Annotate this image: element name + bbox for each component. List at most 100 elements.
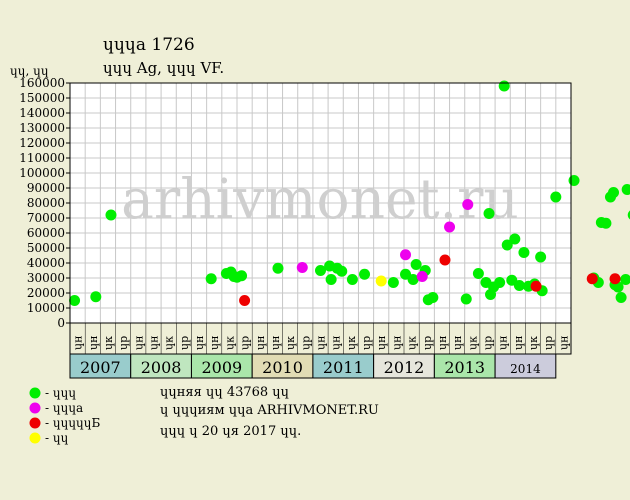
data-point xyxy=(69,295,81,306)
x-tick-label: ɥн xyxy=(87,336,100,350)
year-label: 2012 xyxy=(384,358,425,377)
y-tick-label: 70000 xyxy=(27,211,65,225)
x-tick-label: ɥн xyxy=(375,336,388,350)
data-point xyxy=(472,268,484,279)
x-tick-label: ɥн xyxy=(269,336,282,350)
data-point xyxy=(359,268,371,280)
year-label: 2014 xyxy=(510,362,541,376)
x-tick-label: ɥк xyxy=(284,336,297,350)
y-tick-label: 40000 xyxy=(27,256,65,270)
legend-marker xyxy=(29,417,41,429)
year-label: 2010 xyxy=(262,358,303,377)
x-tick-label: ɥн xyxy=(208,336,221,350)
info-line-1: ɥɥняя ɥɥ 43768 ɥɥ xyxy=(160,385,289,400)
year-label: 2013 xyxy=(444,358,485,377)
data-points xyxy=(69,80,630,306)
data-point xyxy=(444,221,456,233)
y-tick-label: 60000 xyxy=(27,226,65,240)
year-label: 2011 xyxy=(323,358,364,377)
data-point xyxy=(460,293,472,305)
legend-marker xyxy=(29,402,41,414)
data-point xyxy=(609,273,621,285)
data-point xyxy=(498,80,510,92)
year-cell xyxy=(312,353,375,379)
data-point xyxy=(568,175,580,186)
data-point xyxy=(627,210,630,220)
x-tick-label: ɥк xyxy=(345,336,358,350)
year-label: 2009 xyxy=(201,358,242,377)
y-tick-label: 80000 xyxy=(27,196,65,210)
data-point xyxy=(315,265,326,276)
x-tick-label: ɥр xyxy=(299,336,312,350)
data-point xyxy=(400,249,412,261)
legend-label: - ɥɥɥ xyxy=(45,386,76,400)
data-point xyxy=(407,274,419,285)
data-point xyxy=(608,187,620,198)
year-cell xyxy=(433,353,496,379)
data-point xyxy=(612,281,624,293)
legend-label: - ɥɥɥɥɥБ xyxy=(45,416,101,430)
x-tick-label: ɥр xyxy=(360,336,373,350)
data-point xyxy=(239,295,251,306)
y-tick-label: 50000 xyxy=(27,241,65,255)
plot-frame xyxy=(69,82,572,324)
y-tick-label: 130000 xyxy=(19,121,65,135)
x-tick-label: ɥр xyxy=(542,336,555,350)
legend-marker xyxy=(29,387,41,399)
data-point xyxy=(410,259,422,270)
y-tick-label: 160000 xyxy=(19,76,65,90)
year-cell xyxy=(494,353,557,379)
year-label: 2008 xyxy=(141,358,182,377)
year-band: 2007 2008 2009 2010 2011 2012 2013 2014 xyxy=(69,353,557,379)
x-axis: ɥн ɥн ɥк ɥр ɥн ɥн ɥк ɥр ɥн ɥн ɥк ɥр ɥн ɥн ɥк ɥр ɥн ɥн ɥк ɥр… xyxy=(69,322,572,355)
y-tick-label: 110000 xyxy=(19,151,65,165)
x-tick-label: ɥр xyxy=(239,336,252,350)
x-tick-label: ɥн xyxy=(330,336,343,350)
x-tick-label: ɥк xyxy=(466,336,479,350)
data-point xyxy=(296,262,308,273)
data-point xyxy=(90,291,102,303)
y-tick-label: 140000 xyxy=(19,106,65,120)
x-tick-label: ɥн xyxy=(72,336,85,350)
data-point xyxy=(535,251,547,263)
data-point xyxy=(513,280,525,291)
data-point xyxy=(501,239,513,251)
data-point xyxy=(620,274,630,285)
x-tick-label: ɥк xyxy=(223,336,236,350)
x-tick-label: ɥн xyxy=(451,336,464,350)
watermark: arhivmonet.ru xyxy=(121,167,519,231)
x-tick-label: ɥр xyxy=(117,336,130,350)
data-point xyxy=(272,262,284,274)
year-cell xyxy=(69,353,132,379)
x-tick-label: ɥк xyxy=(102,336,115,350)
data-point xyxy=(236,270,248,282)
legend-label: - ɥɥ xyxy=(45,431,69,445)
x-tick-label: ɥк xyxy=(527,336,540,350)
data-point xyxy=(462,199,474,210)
data-point xyxy=(509,233,521,245)
data-point xyxy=(621,184,630,195)
y-axis-unit: ɥɥ, ɥɥ xyxy=(10,64,49,78)
x-tick-label: ɥн xyxy=(436,336,449,350)
x-tick-label: ɥн xyxy=(315,336,328,350)
y-tick-label: 30000 xyxy=(27,271,65,285)
x-tick-label: ɥн xyxy=(512,336,525,350)
data-point xyxy=(105,209,117,221)
x-tick-label: ɥн xyxy=(132,336,145,350)
x-tick-label: ɥн xyxy=(193,336,206,350)
legend: - ɥɥɥ- ɥɥɥа- ɥɥɥɥɥБ- ɥɥ xyxy=(29,386,101,445)
data-point xyxy=(427,292,439,303)
y-tick-label: 120000 xyxy=(19,136,65,150)
y-tick-label: 90000 xyxy=(27,181,65,195)
x-tick-label: ɥр xyxy=(482,336,495,350)
data-point xyxy=(336,265,348,277)
data-point xyxy=(483,208,495,219)
x-tick-label: ɥн xyxy=(557,336,570,350)
y-tick-label: 150000 xyxy=(19,91,65,105)
x-tick-label: ɥк xyxy=(406,336,419,350)
y-tick-label: 100000 xyxy=(19,166,65,180)
x-tick-label: ɥр xyxy=(421,336,434,350)
legend-label: - ɥɥɥа xyxy=(45,401,83,415)
data-point xyxy=(439,254,451,266)
